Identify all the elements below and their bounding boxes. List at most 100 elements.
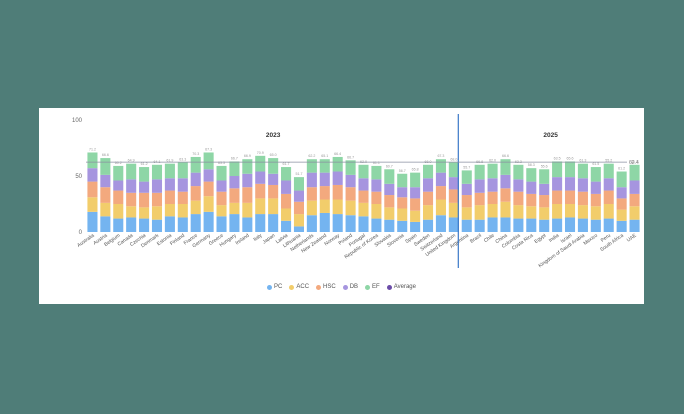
bar-segment-hsc [242,187,253,203]
bar-total-label: 61.3 [631,160,638,164]
bar-segment-ef [177,162,188,179]
bar-total-label: 60.2 [115,161,122,165]
legend-label: EF [372,284,380,290]
bar-segment-acc [513,205,524,219]
bar-total-label: 61.2 [618,167,625,171]
legend-item[interactable]: PC [267,284,282,290]
bar-segment-ef [564,161,576,178]
bar-total-label: 61.1 [373,161,380,165]
panel-title: 2023 [266,132,281,139]
bar-total-label: 60.7 [386,164,393,168]
bar-segment-acc [126,206,137,218]
bar-segment-acc [151,206,163,220]
bar-segment-ef [306,159,317,173]
bar-segment-db [332,171,343,185]
bar-segment-db [435,172,446,187]
legend-item[interactable]: HSC [316,284,336,290]
legend-item[interactable]: DB [342,284,358,290]
bar-segment-hsc [293,201,304,215]
bar-segment-pc [100,216,111,232]
bar-segment-db [216,180,227,192]
bar-segment-acc [384,207,395,220]
bar-segment-pc [500,217,511,232]
bar-segment-acc [306,200,317,216]
bar-segment-db [242,173,253,188]
panel-title: 2025 [543,132,558,139]
category-label: Mexico [583,233,600,247]
bar-segment-db [448,177,459,190]
bar-segment-acc [397,208,408,221]
legend-swatch [386,284,392,290]
bar-segment-pc [397,220,408,232]
bar-segment-hsc [151,192,163,207]
bar-segment-hsc [268,184,279,199]
bar-segment-db [513,179,524,192]
bar-segment-ef [332,156,343,172]
bar-segment-db [423,178,434,192]
category-label: UAE [626,232,638,243]
bar-segment-ef [500,159,511,175]
category-label: Peru [600,233,612,244]
bar-segment-db [410,187,421,199]
bar-segment-db [151,179,163,193]
bar-segment-hsc [332,184,343,200]
bar-segment-ef [397,173,408,188]
bar-segment-pc [564,217,576,232]
bar-segment-db [590,181,601,194]
bar-total-label: 65.6 [567,156,574,160]
bar-segment-ef [151,164,163,180]
bar-total-label: 66.7 [347,155,354,159]
bar-segment-db [397,187,408,198]
bar-segment-pc [87,211,98,232]
bar-total-label: 55.2 [605,159,612,163]
category-label: Egypt [533,232,547,245]
bar-total-label: 61.9 [166,159,173,163]
bar-segment-ef [229,161,240,176]
bar-total-label: 70.9 [257,151,264,155]
y-tick-label: 50 [75,174,82,180]
bar-segment-acc [319,199,330,213]
category-label: Japan [262,233,277,246]
legend-item[interactable]: ACC [289,284,309,290]
bar-total-label: 67.3 [205,147,212,151]
bar-segment-ef [526,168,537,182]
bar-segment-pc [371,218,382,232]
bar-segment-acc [552,204,563,219]
bar-segment-hsc [113,190,124,204]
bar-segment-pc [332,214,343,232]
bar-segment-db [616,187,627,199]
bar-total-label: 65.0 [270,153,277,157]
bar-total-label: 68.0 [450,158,457,162]
bar-segment-acc [371,204,382,219]
legend-swatch [342,284,348,290]
bar-segment-db [203,169,214,182]
bar-segment-db [487,178,498,192]
bar-segment-hsc [319,186,330,200]
bar-segment-acc [281,208,292,221]
bar-segment-pc [513,218,524,232]
bar-segment-db [281,180,292,194]
legend-item[interactable]: EF [365,284,380,290]
legend-item[interactable]: Average [386,284,416,290]
bar-segment-hsc [384,195,395,208]
bar-segment-acc [603,204,614,219]
bar-segment-ef [126,163,137,180]
bar-segment-acc [539,207,550,220]
legend-label: Average [393,284,416,290]
bar-segment-acc [358,202,369,217]
bar-segment-ef [384,169,395,184]
bar-segment-hsc [306,187,317,201]
bar-segment-db [384,183,395,196]
legend-swatch [316,284,322,290]
bar-segment-acc [629,206,640,220]
y-tick-label: 0 [79,230,83,236]
bar-segment-acc [242,202,253,218]
bar-segment-hsc [513,191,524,206]
bar-total-label: 51.7 [295,172,302,176]
bar-segment-db [552,177,563,191]
bar-segment-pc [216,216,227,232]
bar-segment-ef [448,162,459,178]
bar-segment-pc [410,221,421,232]
bar-segment-acc [203,196,214,212]
bar-segment-ef [552,161,563,178]
